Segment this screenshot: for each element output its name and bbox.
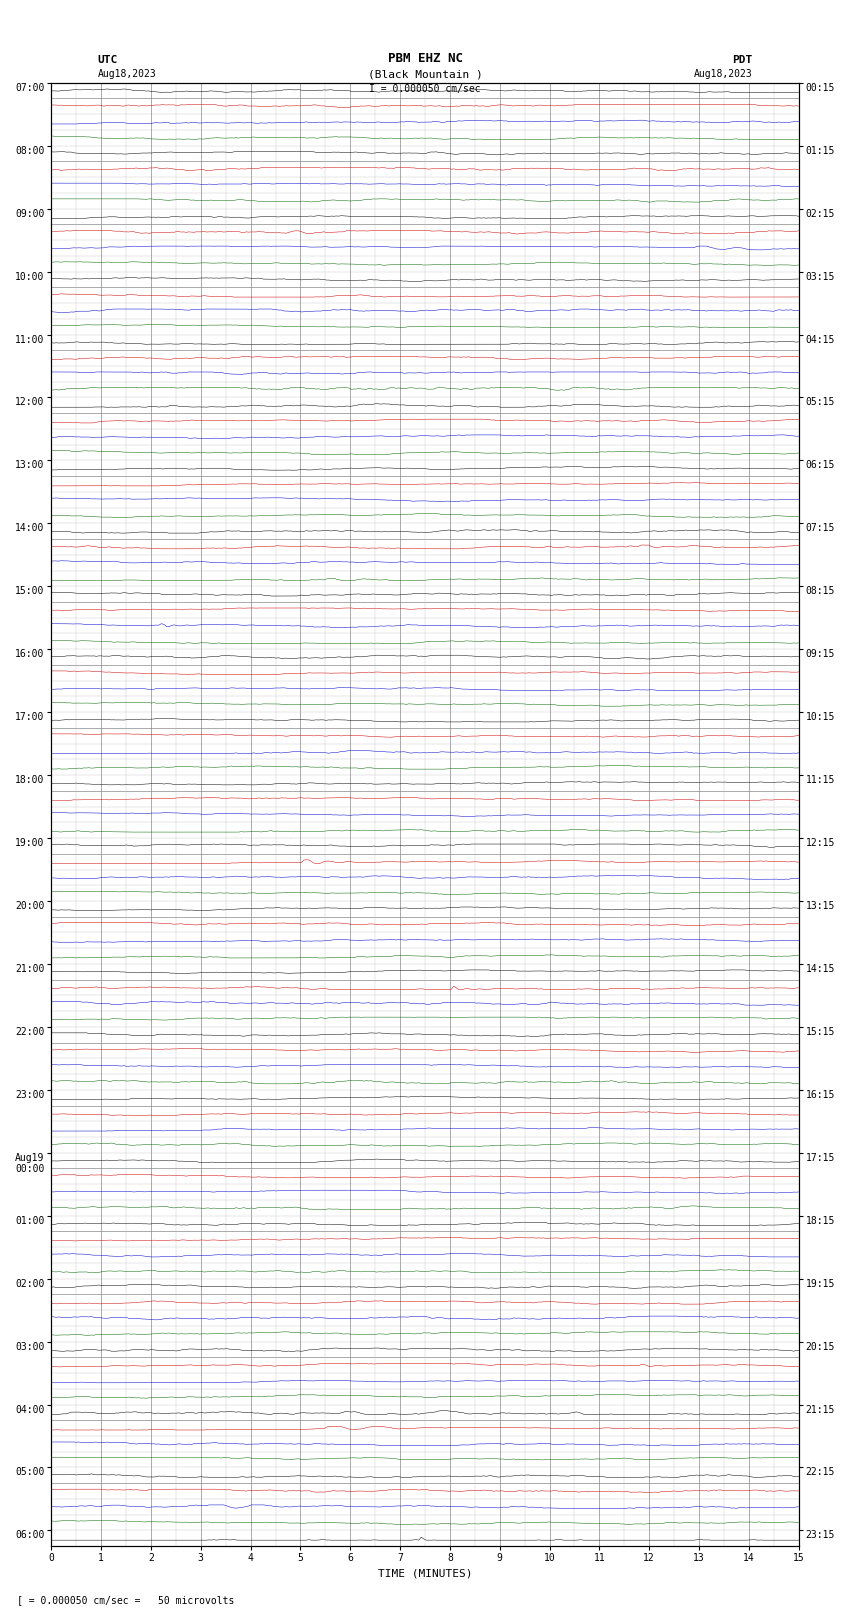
- X-axis label: TIME (MINUTES): TIME (MINUTES): [377, 1569, 473, 1579]
- Text: Aug18,2023: Aug18,2023: [694, 69, 752, 79]
- Text: [ = 0.000050 cm/sec =   50 microvolts: [ = 0.000050 cm/sec = 50 microvolts: [17, 1595, 235, 1605]
- Text: PBM EHZ NC: PBM EHZ NC: [388, 52, 462, 65]
- Text: (Black Mountain ): (Black Mountain ): [367, 69, 483, 79]
- Text: I = 0.000050 cm/sec: I = 0.000050 cm/sec: [369, 84, 481, 94]
- Text: Aug18,2023: Aug18,2023: [98, 69, 156, 79]
- Text: UTC: UTC: [98, 55, 118, 65]
- Text: PDT: PDT: [732, 55, 752, 65]
